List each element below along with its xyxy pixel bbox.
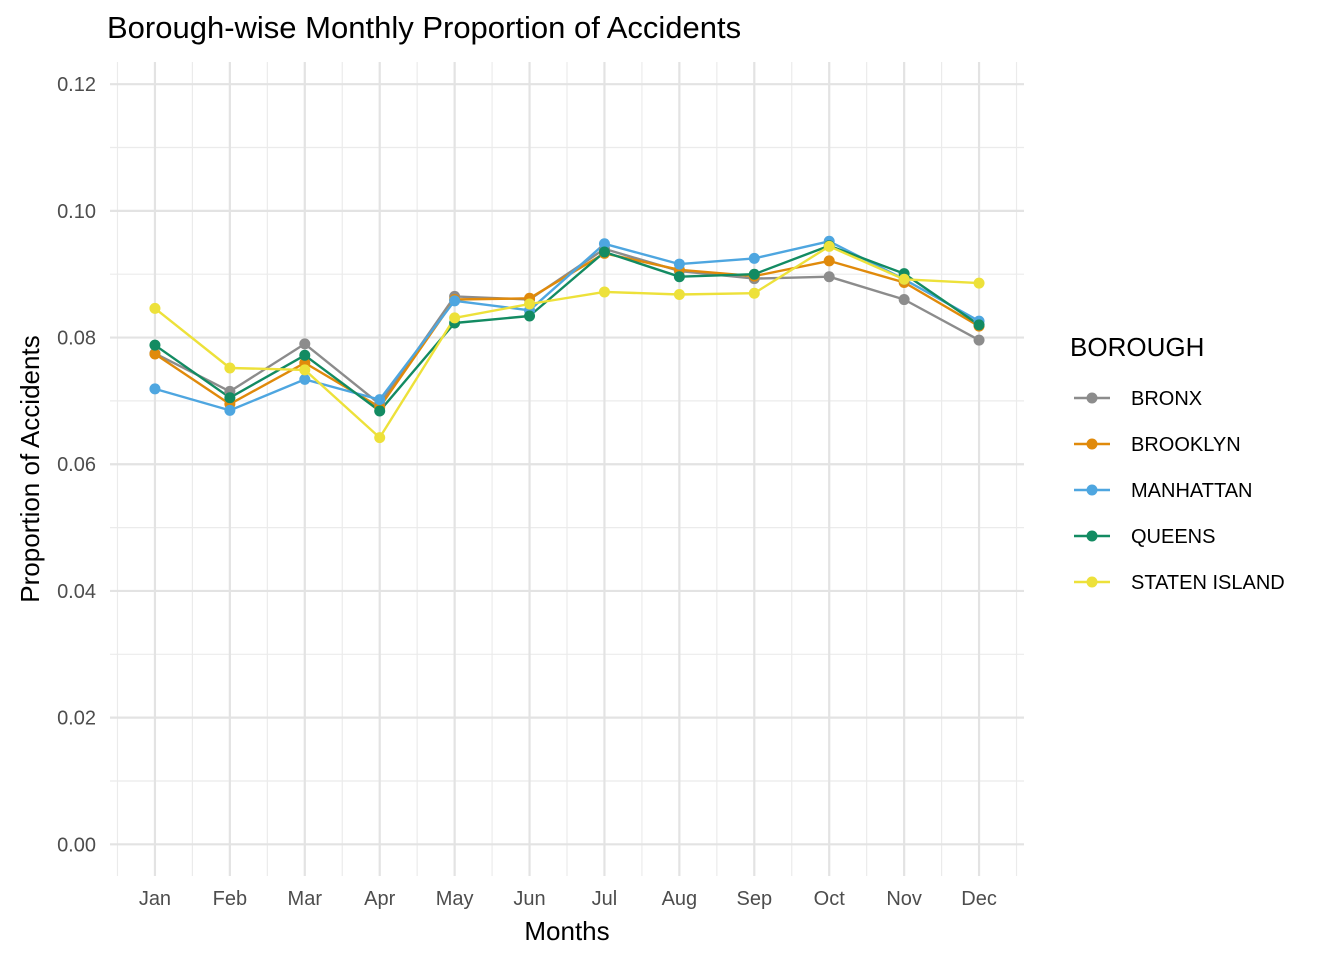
y-tick-label: 0.00 — [57, 834, 96, 856]
y-axis-title: Proportion of Accidents — [15, 335, 45, 602]
series-line-manhattan — [154, 240, 980, 412]
legend-key-point-queens — [1086, 530, 1098, 542]
legend: BOROUGH BRONX BROOKLYN MANHATTAN QUEENS STAT… — [1070, 332, 1285, 594]
data-point-queens — [224, 392, 236, 404]
data-point-manhattan — [149, 383, 161, 395]
x-tick-label: Oct — [814, 888, 846, 910]
y-tick-label: 0.02 — [57, 708, 96, 730]
x-axis-ticks: Jan Feb Mar Apr May Jun Jul Aug Sep Oct Nov Dec — [139, 888, 997, 910]
series-layer — [149, 235, 985, 444]
data-point-brooklyn — [823, 255, 835, 267]
legend-key-point-staten-island — [1086, 576, 1098, 588]
legend-label-manhattan: MANHATTAN — [1131, 480, 1252, 502]
data-point-staten-island — [973, 277, 985, 289]
data-point-bronx — [299, 338, 311, 350]
y-tick-label: 0.12 — [57, 74, 96, 96]
data-point-staten-island — [374, 432, 386, 444]
grid-lines — [110, 62, 1024, 876]
chart-title: Borough-wise Monthly Proportion of Accid… — [107, 10, 741, 45]
x-tick-label: Nov — [886, 888, 922, 910]
legend-key-point-brooklyn — [1086, 438, 1098, 450]
legend-key-point-bronx — [1086, 392, 1098, 404]
x-tick-label: Dec — [961, 888, 997, 910]
x-tick-label: Sep — [736, 888, 772, 910]
data-point-staten-island — [823, 240, 835, 252]
x-tick-label: Jul — [592, 888, 618, 910]
legend-label-staten-island: STATEN ISLAND — [1131, 572, 1285, 594]
data-point-staten-island — [748, 287, 760, 299]
x-tick-label: Aug — [662, 888, 698, 910]
x-tick-label: May — [436, 888, 474, 910]
series-line-staten-island — [154, 245, 980, 439]
data-point-queens — [748, 268, 760, 280]
data-point-manhattan — [449, 295, 461, 307]
legend-label-brooklyn: BROOKLYN — [1131, 434, 1241, 456]
legend-label-bronx: BRONX — [1131, 388, 1202, 410]
y-tick-label: 0.04 — [57, 581, 96, 603]
data-point-queens — [598, 246, 610, 258]
data-point-staten-island — [224, 362, 236, 374]
y-tick-label: 0.10 — [57, 201, 96, 223]
series-line-queens — [154, 244, 980, 413]
data-point-bronx — [898, 294, 910, 306]
data-point-manhattan — [374, 394, 386, 406]
data-point-manhattan — [673, 258, 685, 270]
data-point-manhattan — [598, 238, 610, 250]
data-point-staten-island — [449, 312, 461, 324]
data-point-bronx — [823, 271, 835, 283]
series-line-bronx — [154, 247, 980, 406]
data-point-queens — [299, 349, 311, 361]
data-point-staten-island — [299, 364, 311, 376]
data-point-queens — [149, 339, 161, 351]
x-tick-label: Apr — [364, 888, 395, 910]
data-point-queens — [673, 271, 685, 283]
data-point-brooklyn — [149, 348, 161, 360]
x-axis-title: Months — [524, 916, 609, 946]
data-point-queens — [524, 310, 536, 322]
legend-label-queens: QUEENS — [1131, 526, 1215, 548]
data-point-staten-island — [524, 298, 536, 310]
x-tick-label: Mar — [288, 888, 323, 910]
x-tick-label: Jun — [513, 888, 545, 910]
data-point-manhattan — [299, 373, 311, 385]
data-point-staten-island — [898, 273, 910, 285]
legend-key-point-manhattan — [1086, 484, 1098, 496]
data-point-bronx — [973, 334, 985, 346]
data-point-staten-island — [673, 288, 685, 300]
data-point-staten-island — [598, 286, 610, 298]
data-point-queens — [973, 319, 985, 331]
legend-title: BOROUGH — [1070, 332, 1204, 362]
data-point-manhattan — [748, 252, 760, 264]
y-tick-label: 0.08 — [57, 328, 96, 350]
x-tick-label: Feb — [213, 888, 247, 910]
data-point-staten-island — [149, 302, 161, 314]
y-tick-label: 0.06 — [57, 454, 96, 476]
data-point-queens — [374, 405, 386, 417]
y-axis-ticks: 0.00 0.02 0.04 0.06 0.08 0.10 0.12 — [57, 74, 96, 856]
x-tick-label: Jan — [139, 888, 171, 910]
data-point-manhattan — [224, 404, 236, 416]
